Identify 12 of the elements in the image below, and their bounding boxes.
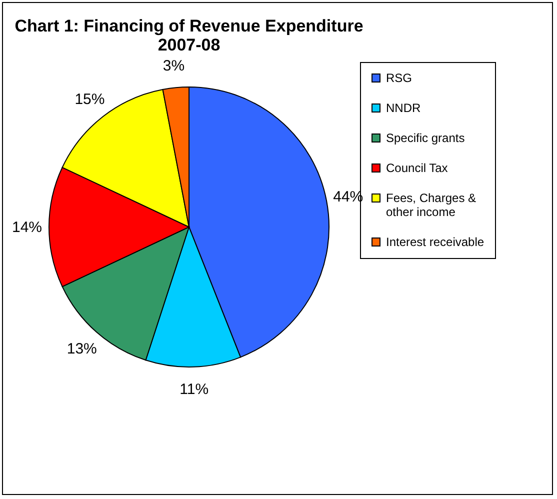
legend-label: RSG bbox=[386, 71, 412, 85]
legend-label: Interest receivable bbox=[386, 235, 484, 249]
data-label: 13% bbox=[66, 340, 97, 358]
legend-label: Specific grants bbox=[386, 131, 465, 145]
chart-title: Chart 1: Financing of Revenue Expenditure 2007-08 bbox=[14, 16, 364, 55]
data-label: 11% bbox=[180, 380, 209, 398]
legend-label: NNDR bbox=[386, 101, 421, 115]
legend-label: Council Tax bbox=[386, 161, 448, 175]
data-label: 3% bbox=[162, 58, 185, 75]
data-label: 15% bbox=[74, 90, 105, 108]
legend-label: Fees, Charges & other income bbox=[386, 191, 476, 219]
data-label: 14% bbox=[12, 219, 42, 236]
